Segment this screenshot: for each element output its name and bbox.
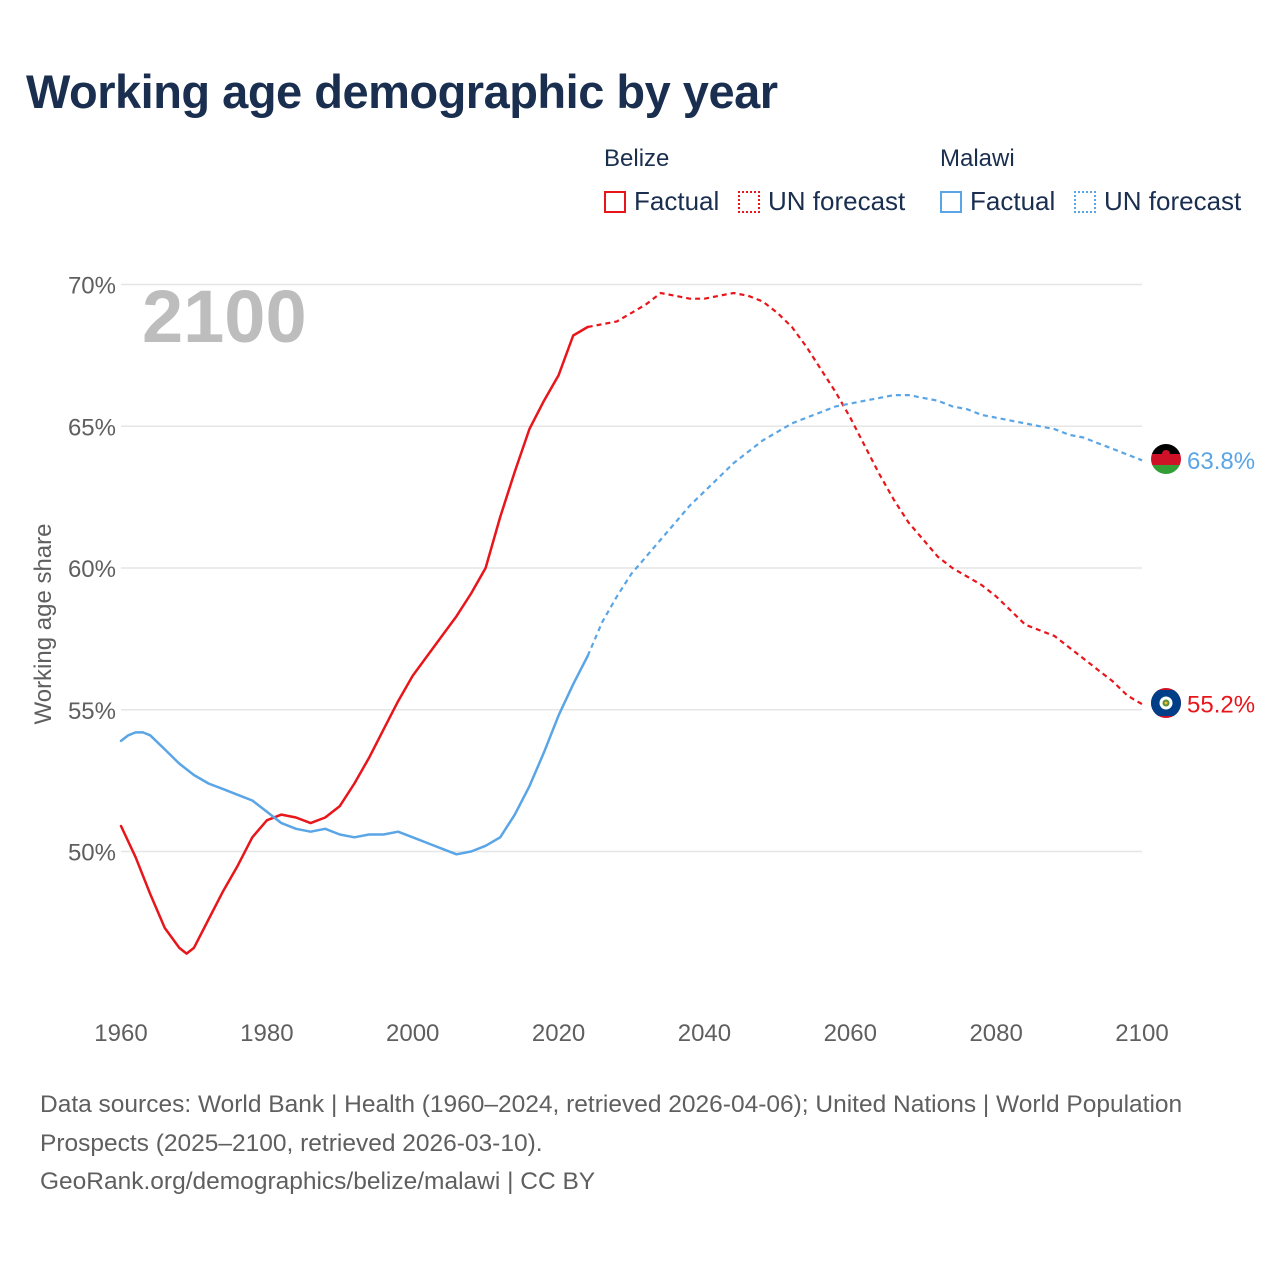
series-line-belize-factual — [119, 325, 589, 955]
legend-item-malawi-forecast[interactable]: UN forecast — [1074, 186, 1241, 217]
legend-swatch-belize-forecast — [738, 190, 760, 213]
legend-item-malawi-factual[interactable]: Factual — [940, 186, 1055, 217]
legend-swatch-belize-factual — [604, 190, 626, 213]
end-label-malawi: 63.8% — [1187, 448, 1255, 475]
footer: Data sources: World Bank | Health (1960–… — [40, 1086, 1220, 1202]
x-tick-label: 2060 — [824, 1020, 877, 1047]
gridlines — [121, 283, 1142, 853]
series-lines — [119, 291, 1143, 955]
x-tick-label: 1960 — [94, 1020, 147, 1047]
chart-title: Working age demographic by year — [26, 65, 778, 118]
series-line-belize-forecast — [587, 291, 1143, 706]
data-sources-text: Data sources: World Bank | Health (1960–… — [40, 1091, 1183, 1157]
x-axis-ticks: 1960 1980 2000 2020 2040 2060 2080 2100 — [94, 1020, 1168, 1047]
end-label-belize: 55.2% — [1187, 692, 1255, 719]
x-tick-label: 2040 — [678, 1020, 731, 1047]
legend-item-belize-forecast[interactable]: UN forecast — [738, 186, 905, 217]
y-axis-ticks: 50% 55% 60% 65% 70% — [68, 273, 116, 867]
legend-swatch-malawi-forecast — [1074, 190, 1096, 213]
legend-group-belize: Belize — [604, 145, 670, 172]
x-tick-label: 1980 — [240, 1020, 293, 1047]
legend-item-belize-factual[interactable]: Factual — [604, 186, 719, 217]
series-line-malawi-forecast — [586, 394, 1143, 657]
year-watermark: 2100 — [142, 275, 307, 358]
malawi-flag-icon — [1151, 444, 1181, 474]
x-tick-label: 2020 — [532, 1020, 585, 1047]
legend-label-belize-factual: Factual — [634, 186, 720, 216]
y-tick-label: 55% — [68, 698, 116, 725]
y-tick-label: 65% — [68, 414, 116, 441]
x-tick-label: 2000 — [386, 1020, 439, 1047]
series-line-malawi-factual — [119, 654, 589, 856]
legend-label-belize-forecast: UN forecast — [768, 186, 906, 216]
y-tick-label: 70% — [68, 273, 116, 300]
x-tick-label: 2100 — [1115, 1020, 1168, 1047]
x-tick-label: 2080 — [969, 1020, 1022, 1047]
y-tick-label: 60% — [68, 556, 116, 583]
belize-flag-icon — [1151, 688, 1181, 718]
y-tick-label: 50% — [68, 840, 116, 867]
legend-group-malawi: Malawi — [940, 145, 1015, 172]
legend-swatch-malawi-factual — [940, 190, 962, 213]
end-labels: 55.2% 63.8% — [1187, 448, 1255, 719]
y-axis-label: Working age share — [30, 524, 57, 725]
attribution-text: GeoRank.org/demographics/belize/malawi |… — [40, 1168, 596, 1195]
legend-label-malawi-forecast: UN forecast — [1104, 186, 1242, 216]
legend-label-malawi-factual: Factual — [970, 186, 1056, 216]
